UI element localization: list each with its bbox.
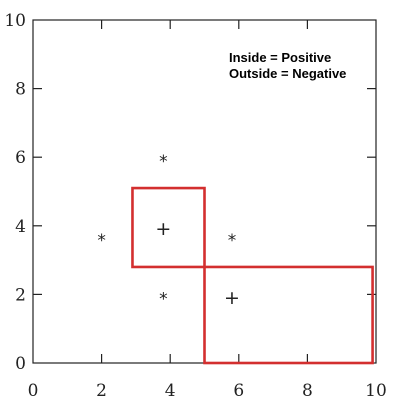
star-marker-4: * xyxy=(159,289,168,309)
x-tick-label-8: 8 xyxy=(302,381,313,401)
star-marker-2: * xyxy=(228,231,237,251)
tick-labels: 0 2 4 6 8 10 0 2 4 6 8 10 xyxy=(4,11,386,401)
x-tick-label-0: 0 xyxy=(28,381,39,401)
annotation-outside: Outside = Negative xyxy=(229,66,346,81)
region-rect-2 xyxy=(203,265,374,365)
annotation-inside: Inside = Positive xyxy=(229,50,331,65)
y-tick-label-0: 0 xyxy=(15,354,26,374)
region-rectangles xyxy=(131,186,374,365)
y-tick-label-2: 2 xyxy=(15,285,26,305)
star-marker-3: * xyxy=(159,152,168,172)
y-tick-label-4: 4 xyxy=(15,217,26,237)
plus-marker-2: + xyxy=(224,287,240,309)
plus-marker-1: + xyxy=(155,218,171,240)
y-tick-label-6: 6 xyxy=(15,148,26,168)
data-markers: + + * * * * xyxy=(97,152,240,309)
tick-marks xyxy=(33,20,376,363)
y-tick-label-10: 10 xyxy=(4,11,26,31)
star-marker-1: * xyxy=(97,231,106,251)
region-rect-1 xyxy=(131,186,206,269)
y-tick-label-8: 8 xyxy=(15,80,26,100)
x-tick-label-6: 6 xyxy=(233,381,244,401)
x-tick-label-2: 2 xyxy=(96,381,107,401)
x-tick-label-10: 10 xyxy=(365,381,387,401)
x-tick-label-4: 4 xyxy=(165,381,176,401)
